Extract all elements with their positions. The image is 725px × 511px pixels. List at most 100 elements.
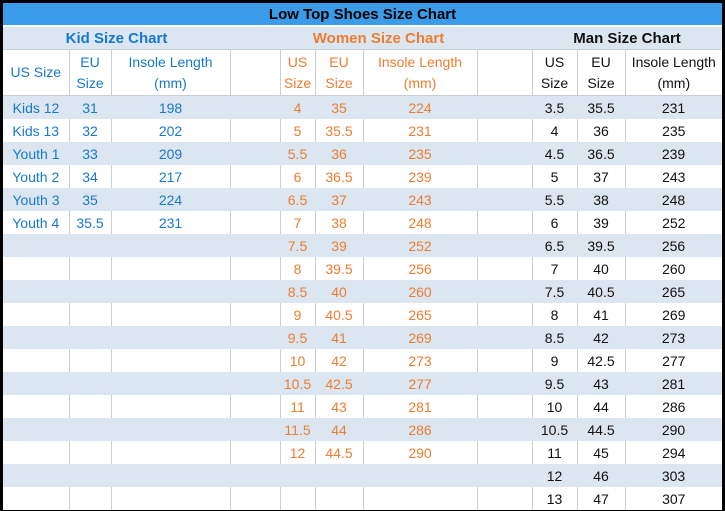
table-cell: 277 [662,352,686,369]
table-cell [111,234,230,257]
table-cell: 8.5 [532,326,577,349]
table-cell: 8 [532,303,578,326]
table-cell: 35.5 [577,95,625,119]
table-cell: 7.5 [280,234,315,257]
table-row: 7.5 39 252 6.5 39.5 256 [3,234,723,257]
table-cell: 43 [315,395,364,418]
table-cell: 260 [363,280,477,303]
table-cell: 40 [315,280,363,303]
separator-cell [230,95,280,119]
table-cell: 265 [625,280,723,303]
table-cell: 231 [625,95,723,119]
table-cell: 35 [315,95,363,119]
table-cell [3,487,70,510]
table-cell: 10 [532,395,578,418]
table-cell: 6.5 [532,234,577,257]
separator-cell [477,326,532,349]
table-cell: 11 [532,441,578,464]
table-cell: 35.5 [69,211,112,234]
separator-cell [230,418,280,441]
table-cell: 5 [532,165,578,188]
table-cell: 4 [532,119,578,142]
separator-cell [477,49,533,96]
table-row: 10.5 42.5 277 9.5 43 281 [3,372,723,395]
table-cell [111,326,230,349]
table-cell: 44 [577,395,626,418]
table-cell: 46 [577,464,625,487]
table-cell [111,418,230,441]
table-row: Youth 1 33 209 5.5 36 235 4.5 36.5 239 [3,142,723,165]
table-cell: 13 [532,487,578,510]
table-cell [111,257,231,280]
column-header-women-us: US Size [280,49,316,96]
table-cell: 248 [363,211,478,234]
separator-cell [477,95,532,119]
table-cell: 209 [111,142,230,165]
table-row: 9.5 41 269 8.5 42 273 [3,326,723,349]
table-cell: 6 [532,211,578,234]
table-cell [69,441,112,464]
table-cell: 36 [315,142,363,165]
table-cell: 256 [363,257,478,280]
separator-cell [230,372,280,395]
table-cell: 39 [577,211,626,234]
table-cell: 231 [111,211,231,234]
table-cell: 44.5 [577,418,625,441]
table-cell: 34 [69,165,112,188]
table-cell: 37 [577,165,626,188]
table-cell: 9.5 [280,326,315,349]
table-cell: 239 [363,165,478,188]
column-header-man-eu: EU Size [577,49,626,96]
table-cell: 202 [111,119,231,142]
separator-cell [230,257,281,280]
table-cell: 31 [69,95,111,119]
table-cell: 243 [363,188,477,211]
separator-cell [477,395,533,418]
table-cell [315,487,364,510]
separator-cell [230,142,280,165]
table-cell: 231 [363,119,478,142]
table-cell: 36.5 [577,142,625,165]
column-header-man-us: US Size [532,49,578,96]
table-cell [3,280,69,303]
table-cell: 252 [662,214,686,231]
column-header-kid-us: US Size [3,49,70,96]
table-cell: 9.5 [532,372,577,395]
table-cell [3,257,70,280]
table-cell [111,349,231,372]
table-cell [69,464,111,487]
table-cell: 8 [280,257,316,280]
table-cell: 11.5 [280,418,315,441]
table-cell: 235 [363,142,477,165]
separator-cell [230,349,281,372]
table-cell: 38 [577,188,625,211]
column-header-man-insole: Insole Length (mm) [625,49,723,96]
column-header-kid-insole: Insole Length (mm) [111,49,231,96]
table-cell: 42 [315,349,364,372]
separator-cell [477,372,532,395]
table-cell [280,487,316,510]
table-cell: 7 [280,211,316,234]
table-cell: 6 [280,165,316,188]
table-cell [363,487,478,510]
table-cell: 40 [577,257,626,280]
table-row: 9 40.5 265 8 41 269 [3,303,722,326]
separator-cell [477,280,532,303]
table-cell: 217 [111,165,231,188]
table-cell: Youth 1 [3,142,69,165]
table-cell: 273 [363,349,478,372]
table-cell: 33 [69,142,111,165]
table-title-row: Low Top Shoes Size Chart [3,3,723,27]
table-cell [111,395,231,418]
table-row: Youth 4 35.5 231 7 38 248 6 39 252 [3,211,722,234]
table-cell [315,464,363,487]
separator-cell [477,349,533,372]
table-cell: 307 [662,490,686,507]
table-cell: 45 [577,441,626,464]
table-cell: 36 [577,119,626,142]
separator-cell [230,211,281,234]
table-cell [363,464,477,487]
table-cell [3,234,69,257]
separator-cell [230,165,281,188]
